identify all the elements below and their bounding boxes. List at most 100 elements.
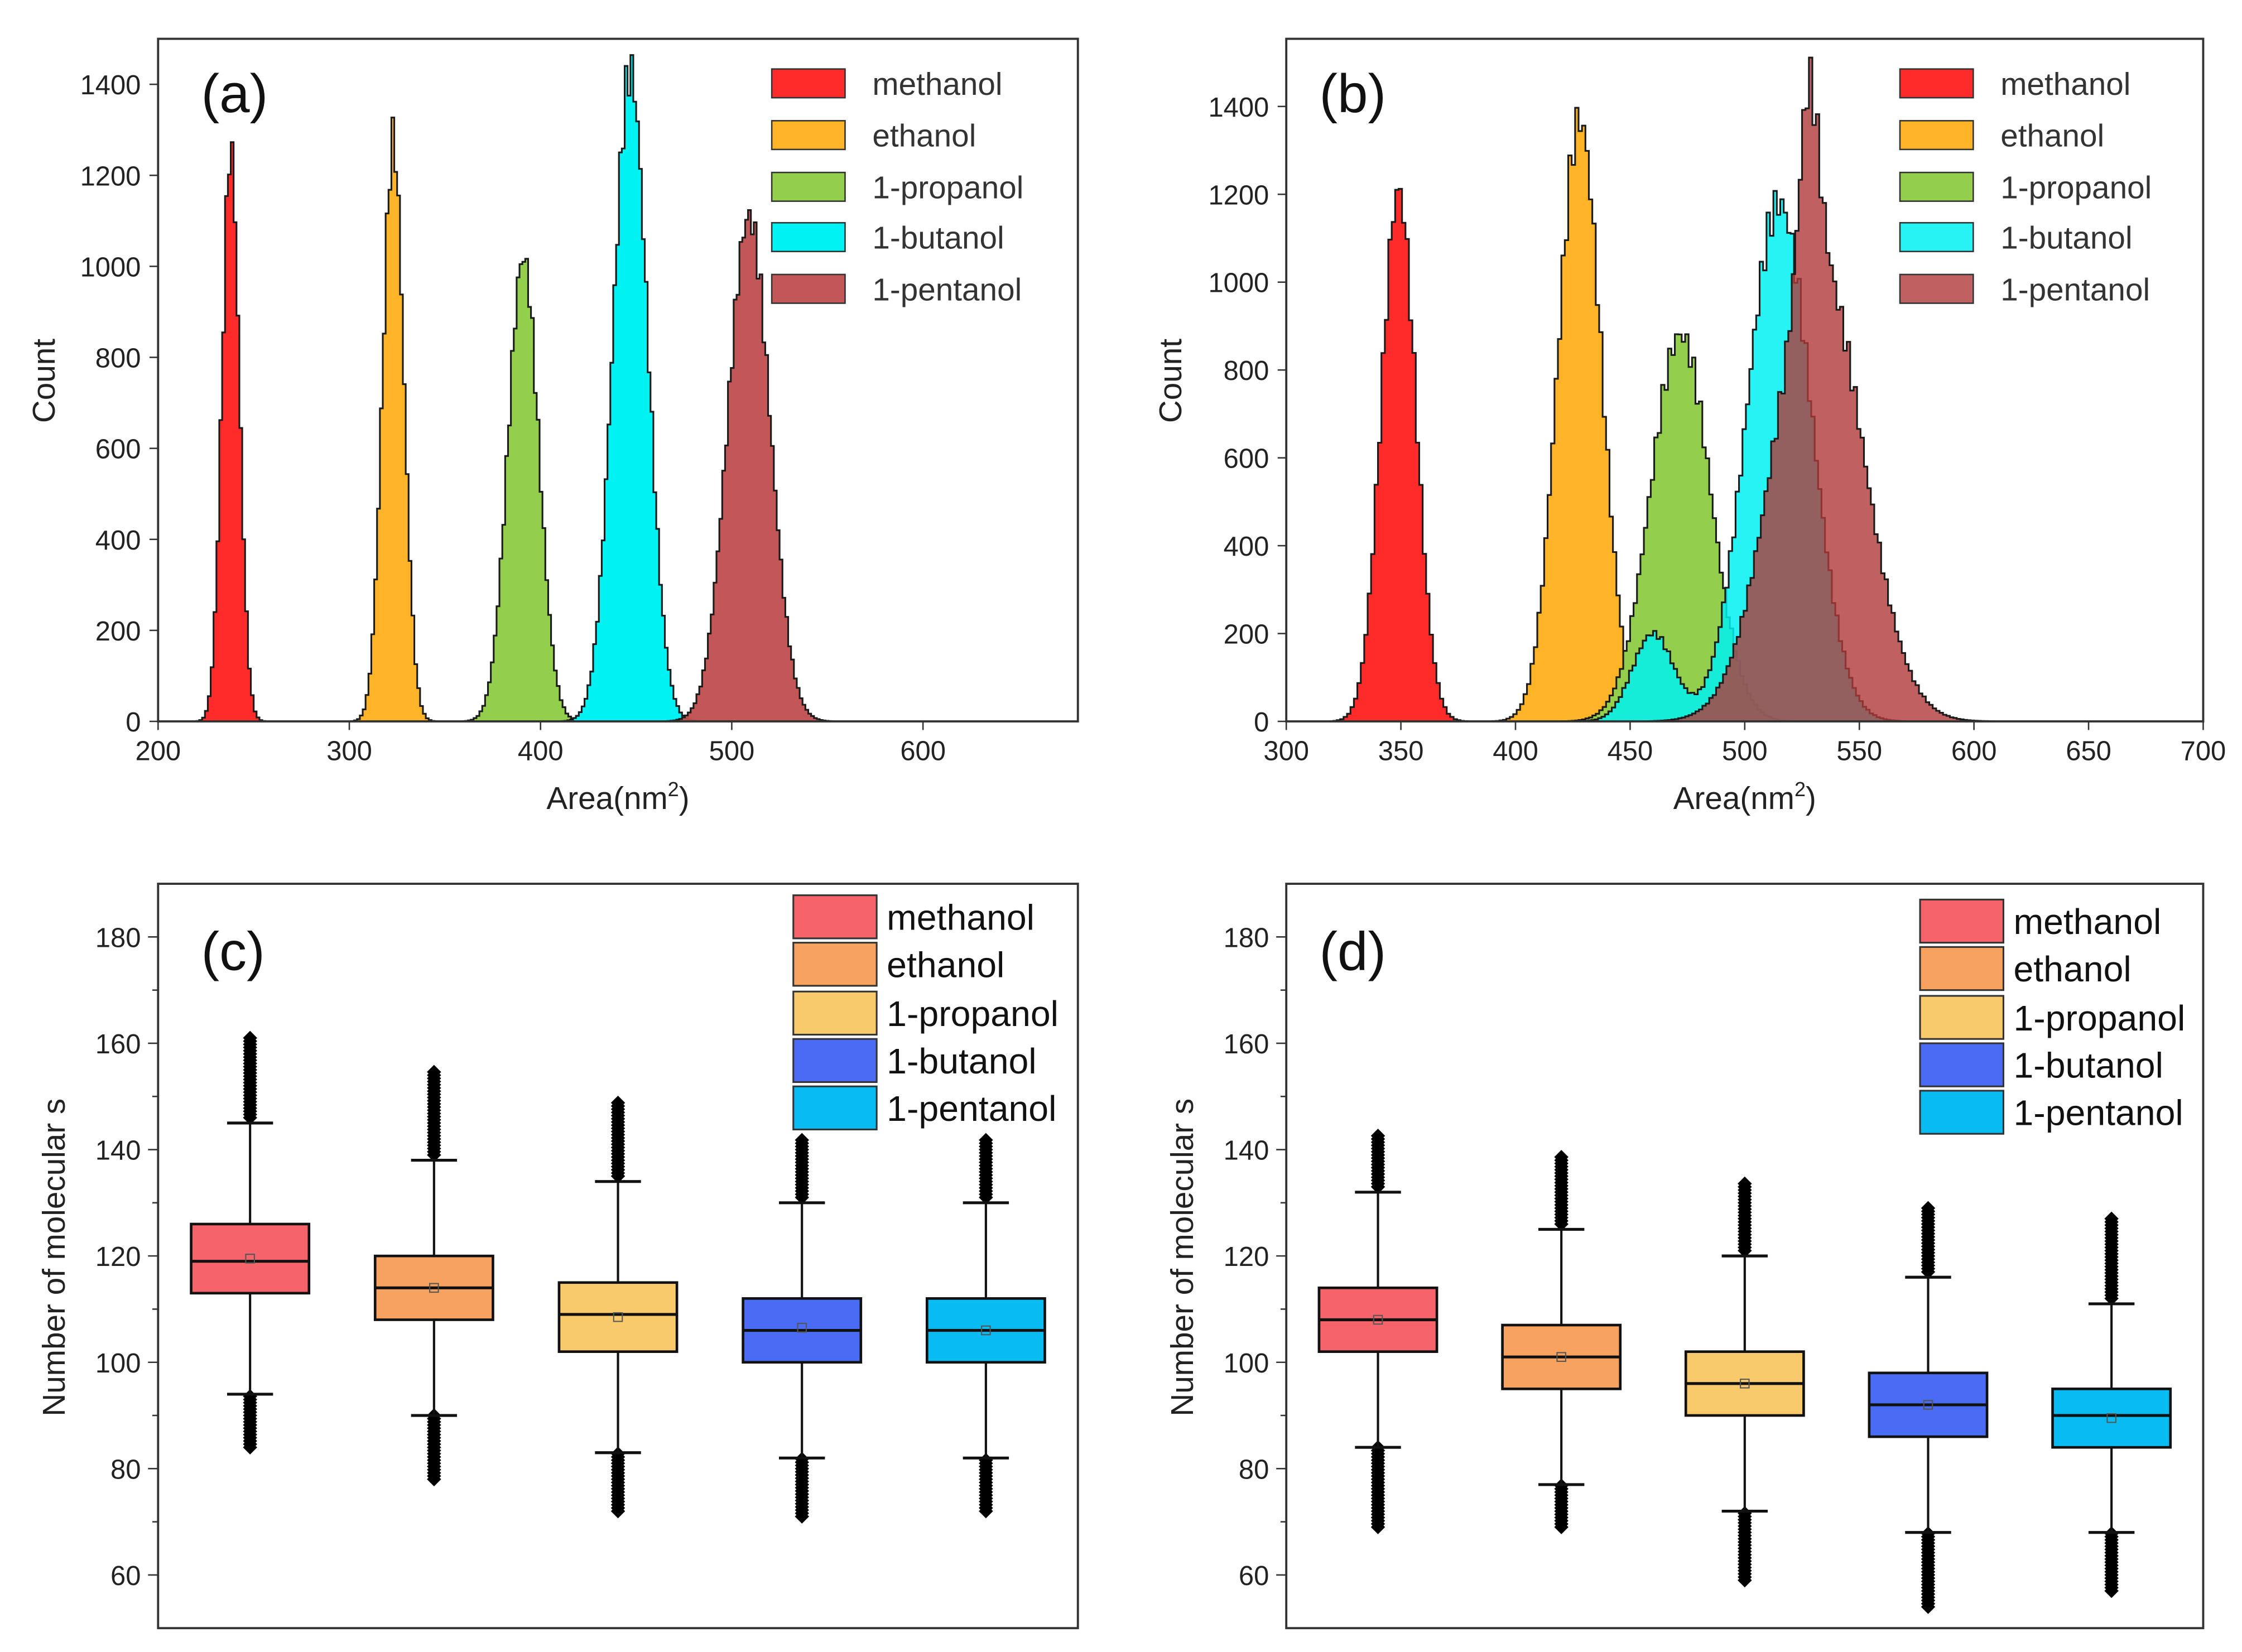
mean-marker xyxy=(1923,1400,1933,1410)
x-tick-label: 500 xyxy=(1722,736,1768,767)
box-ethanol xyxy=(1501,1150,1622,1534)
panel-c: methanol ethanol 1-propanol 1-butanol 1-pent… xyxy=(37,883,1079,1630)
y-tick-label: 1400 xyxy=(80,70,141,100)
histogram-1-butanol xyxy=(560,54,700,723)
y-tick-label: 1200 xyxy=(80,161,141,191)
plot-frame xyxy=(157,37,1079,723)
panel-label: (b) xyxy=(1319,62,1386,124)
outlier-point xyxy=(1370,1129,1385,1143)
mean-marker xyxy=(797,1323,807,1333)
plot-frame xyxy=(1285,37,2205,723)
x-tick-label: 400 xyxy=(1493,736,1538,767)
x-tick-label: 600 xyxy=(900,736,946,767)
legend-swatch xyxy=(1899,120,1974,151)
legend-label: methanol xyxy=(2000,67,2130,102)
y-tick-label: 1400 xyxy=(1208,93,1269,123)
legend-label: 1-butanol xyxy=(2013,1046,2163,1086)
box-methanol xyxy=(190,1030,311,1454)
legend-label: 1-pentanol xyxy=(2000,272,2150,307)
y-tick-label: 100 xyxy=(1224,1348,1269,1379)
mean-marker xyxy=(1740,1379,1750,1389)
histogram-methanol xyxy=(1329,187,1469,723)
box-iqr xyxy=(557,1281,679,1353)
y-tick-label: 1200 xyxy=(1208,180,1269,210)
mean-marker xyxy=(613,1312,623,1322)
y-tick-label: 200 xyxy=(95,617,141,647)
panel-d: methanol ethanol 1-propanol 1-butanol 1-pent… xyxy=(1165,883,2205,1630)
box-1-pentanol xyxy=(925,1133,1046,1519)
box-ethanol xyxy=(373,1065,494,1487)
legend-swatch xyxy=(771,68,846,99)
legend-label: ethanol xyxy=(887,945,1004,985)
legend-swatch xyxy=(792,990,878,1036)
y-tick-label: 1000 xyxy=(80,252,141,282)
panel-label: (d) xyxy=(1319,921,1386,982)
legend-label: ethanol xyxy=(2000,119,2104,154)
y-tick-label: 140 xyxy=(95,1136,141,1166)
legend-label: methanol xyxy=(887,897,1035,937)
outlier-point xyxy=(1554,1150,1569,1164)
panel-label: (a) xyxy=(201,62,268,124)
mean-marker xyxy=(245,1254,255,1264)
histogram-1-pentanol xyxy=(1643,56,1995,723)
x-tick-label: 500 xyxy=(709,736,755,767)
x-tick-label: 550 xyxy=(1836,736,1882,767)
legend-label: 1-propanol xyxy=(887,994,1059,1034)
y-tick-label: 800 xyxy=(95,344,141,374)
legend-swatch xyxy=(1919,898,2004,944)
legend-swatch xyxy=(1899,171,1974,202)
y-tick-label: 80 xyxy=(110,1454,141,1485)
legend-swatch xyxy=(1919,946,2004,991)
y-tick-label: 800 xyxy=(1224,356,1269,386)
mean-marker xyxy=(1556,1352,1566,1362)
histogram-ethanol xyxy=(350,117,437,723)
y-axis-title: Count xyxy=(27,339,62,423)
box-1-propanol xyxy=(1684,1176,1805,1588)
legend-label: 1-propanol xyxy=(872,170,1023,205)
x-tick-label: 200 xyxy=(136,736,181,767)
box-iqr xyxy=(2051,1388,2172,1449)
legend-label: 1-pentanol xyxy=(872,272,1022,307)
outlier-point xyxy=(1738,1176,1752,1191)
legend-swatch xyxy=(792,1038,878,1083)
legend-label: methanol xyxy=(2013,902,2161,942)
legend-label: 1-propanol xyxy=(2000,170,2152,205)
legend-swatch xyxy=(1899,68,1974,99)
legend-label: methanol xyxy=(872,67,1002,102)
mean-marker xyxy=(1373,1314,1383,1325)
mean-marker xyxy=(429,1283,439,1293)
legend-swatch xyxy=(792,1085,878,1131)
plot-frame xyxy=(157,883,1079,1630)
x-tick-label: 700 xyxy=(2181,736,2226,767)
y-tick-label: 80 xyxy=(1239,1454,1269,1485)
box-iqr xyxy=(190,1222,311,1295)
y-tick-label: 180 xyxy=(95,923,141,953)
legend-swatch xyxy=(771,221,846,253)
x-tick-label: 450 xyxy=(1608,736,1653,767)
legend-label: 1-butanol xyxy=(872,221,1004,256)
y-tick-label: 60 xyxy=(1239,1561,1269,1591)
y-tick-label: 120 xyxy=(95,1242,141,1272)
legend-label: ethanol xyxy=(2013,949,2131,989)
legend-swatch xyxy=(1899,221,1974,253)
box-1-butanol xyxy=(1868,1201,1989,1614)
y-tick-label: 160 xyxy=(1224,1029,1269,1059)
mean-marker xyxy=(981,1325,991,1336)
legend-swatch xyxy=(792,894,878,940)
legend-swatch xyxy=(1899,273,1974,304)
histogram-1-propanol xyxy=(461,258,586,723)
histogram-1-pentanol xyxy=(663,209,835,723)
outlier-point xyxy=(1921,1201,1936,1216)
y-tick-label: 200 xyxy=(1224,620,1269,650)
y-tick-label: 400 xyxy=(95,526,141,556)
y-tick-label: 60 xyxy=(110,1561,141,1591)
y-tick-label: 400 xyxy=(1224,532,1269,562)
y-tick-label: 180 xyxy=(1224,923,1269,953)
legend-swatch xyxy=(1919,1042,2004,1087)
legend-swatch xyxy=(792,942,878,987)
legend-label: 1-pentanol xyxy=(2013,1093,2183,1133)
y-axis-title: Count xyxy=(1153,339,1189,423)
y-tick-label: 600 xyxy=(95,435,141,465)
legend-label: 1-butanol xyxy=(887,1041,1036,1081)
